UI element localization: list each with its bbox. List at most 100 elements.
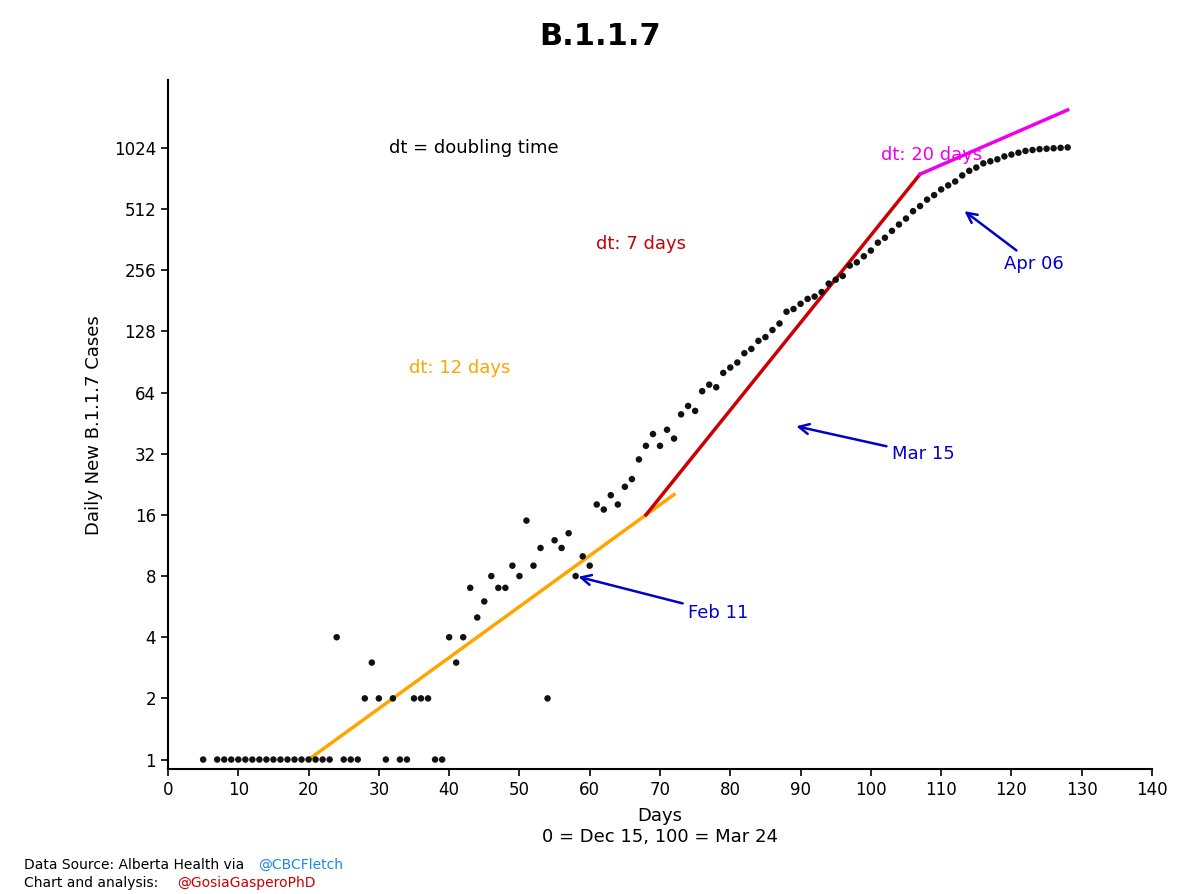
Text: dt: 7 days: dt: 7 days bbox=[596, 235, 686, 253]
Point bbox=[292, 753, 311, 767]
Point bbox=[235, 753, 254, 767]
Point bbox=[665, 432, 684, 446]
Point bbox=[904, 204, 923, 218]
Point bbox=[650, 439, 670, 453]
Point bbox=[616, 480, 635, 494]
Point bbox=[791, 297, 810, 311]
Point bbox=[306, 753, 325, 767]
Point bbox=[847, 255, 866, 269]
Point bbox=[454, 630, 473, 645]
Point bbox=[538, 691, 557, 705]
Point bbox=[1044, 141, 1063, 156]
Point bbox=[229, 753, 248, 767]
Point bbox=[313, 753, 332, 767]
Point bbox=[840, 258, 859, 273]
Point bbox=[763, 323, 782, 337]
Point bbox=[953, 168, 972, 182]
Point bbox=[734, 346, 754, 360]
Point bbox=[432, 753, 451, 767]
Point bbox=[918, 192, 937, 207]
Point bbox=[1009, 146, 1028, 160]
Point bbox=[1030, 142, 1049, 156]
Point bbox=[973, 156, 992, 171]
Point bbox=[587, 497, 606, 511]
Point bbox=[574, 549, 593, 563]
Point bbox=[629, 452, 648, 467]
Point bbox=[911, 198, 930, 213]
Point bbox=[700, 377, 719, 392]
Text: dt: 20 days: dt: 20 days bbox=[881, 146, 983, 164]
Text: dt = doubling time: dt = doubling time bbox=[390, 139, 559, 156]
Point bbox=[468, 611, 487, 625]
Point bbox=[960, 164, 979, 178]
Point bbox=[334, 753, 353, 767]
Point bbox=[875, 231, 894, 245]
Text: Data Source: Alberta Health via: Data Source: Alberta Health via bbox=[24, 858, 248, 872]
Point bbox=[264, 753, 283, 767]
Point bbox=[601, 488, 620, 502]
Point bbox=[995, 149, 1014, 164]
Point bbox=[446, 655, 466, 670]
Point bbox=[770, 316, 790, 331]
X-axis label: Days
0 = Dec 15, 100 = Mar 24: Days 0 = Dec 15, 100 = Mar 24 bbox=[542, 807, 778, 846]
Point bbox=[475, 595, 494, 609]
Point bbox=[988, 152, 1007, 166]
Point bbox=[580, 559, 599, 573]
Y-axis label: Daily New B.1.1.7 Cases: Daily New B.1.1.7 Cases bbox=[85, 315, 103, 535]
Point bbox=[727, 355, 746, 369]
Point bbox=[714, 366, 733, 380]
Point bbox=[320, 753, 340, 767]
Point bbox=[672, 407, 691, 421]
Point bbox=[271, 753, 290, 767]
Point bbox=[678, 399, 697, 413]
Point bbox=[896, 211, 916, 225]
Point bbox=[355, 691, 374, 705]
Point bbox=[636, 439, 655, 453]
Point bbox=[643, 427, 662, 442]
Point bbox=[938, 178, 958, 192]
Point bbox=[1002, 148, 1021, 162]
Point bbox=[370, 691, 389, 705]
Point bbox=[481, 569, 500, 583]
Point bbox=[805, 290, 824, 304]
Text: Mar 15: Mar 15 bbox=[799, 424, 955, 463]
Point bbox=[383, 691, 402, 705]
Point bbox=[1051, 140, 1070, 155]
Point bbox=[552, 541, 571, 555]
Point bbox=[742, 342, 761, 356]
Point bbox=[784, 302, 803, 316]
Point bbox=[328, 630, 347, 645]
Point bbox=[869, 235, 888, 249]
Point bbox=[284, 753, 304, 767]
Point bbox=[820, 276, 839, 291]
Point bbox=[397, 753, 416, 767]
Point bbox=[812, 285, 832, 299]
Point bbox=[299, 753, 318, 767]
Point bbox=[390, 753, 409, 767]
Point bbox=[377, 753, 396, 767]
Text: B.1.1.7: B.1.1.7 bbox=[539, 22, 661, 51]
Text: @GosiaGasperoPhD: @GosiaGasperoPhD bbox=[178, 876, 316, 890]
Point bbox=[721, 360, 740, 375]
Point bbox=[1022, 143, 1042, 157]
Point bbox=[776, 305, 796, 319]
Point bbox=[250, 753, 269, 767]
Point bbox=[348, 753, 367, 767]
Point bbox=[404, 691, 424, 705]
Point bbox=[208, 753, 227, 767]
Point bbox=[362, 655, 382, 670]
Point bbox=[1058, 140, 1078, 155]
Point bbox=[341, 753, 360, 767]
Point bbox=[419, 691, 438, 705]
Point bbox=[931, 182, 950, 197]
Point bbox=[882, 224, 901, 238]
Point bbox=[889, 217, 908, 232]
Point bbox=[658, 423, 677, 437]
Point bbox=[756, 330, 775, 344]
Point bbox=[608, 497, 628, 511]
Point bbox=[193, 753, 212, 767]
Point bbox=[517, 513, 536, 527]
Point bbox=[222, 753, 241, 767]
Point bbox=[426, 753, 445, 767]
Point bbox=[833, 269, 852, 283]
